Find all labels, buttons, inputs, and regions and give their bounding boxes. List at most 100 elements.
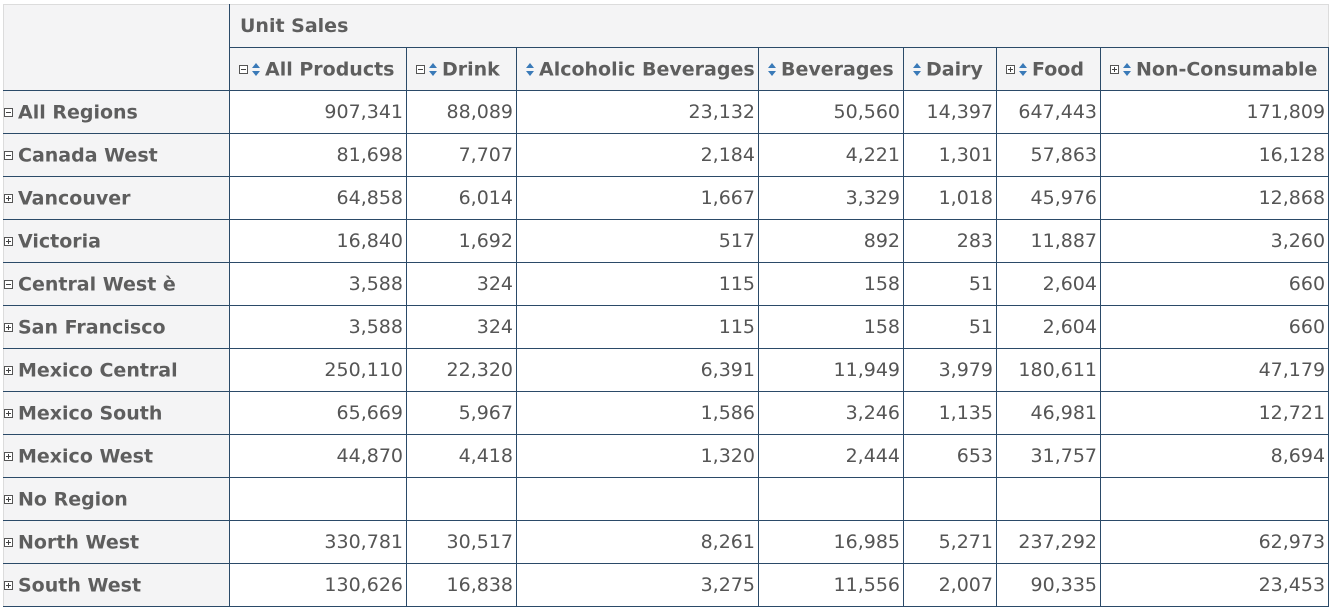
table-cell: 158: [758, 305, 904, 349]
table-cell: [406, 477, 517, 521]
row-header-south-west[interactable]: South West: [3, 563, 230, 607]
table-cell: 1,018: [903, 176, 997, 220]
table-cell: 50,560: [758, 90, 904, 134]
table-row: Central West è 3,588 324 115 158 51 2,604 660: [3, 262, 1330, 306]
table-cell: 45,976: [996, 176, 1101, 220]
table-cell: [516, 477, 759, 521]
expand-icon[interactable]: [4, 408, 13, 418]
column-header-label: All Products: [265, 58, 395, 81]
collapse-icon[interactable]: [4, 107, 13, 117]
column-header-label: Dairy: [926, 58, 983, 81]
table-cell: 6,391: [516, 348, 759, 392]
measure-title: Unit Sales: [228, 4, 1330, 48]
column-header-non-consumable[interactable]: Non-Consumable: [1099, 47, 1330, 91]
table-cell: 237,292: [996, 520, 1101, 564]
table-cell: 90,335: [996, 563, 1101, 607]
table-cell: 16,838: [406, 563, 517, 607]
sort-icon[interactable]: [913, 62, 922, 76]
row-header-san-francisco[interactable]: San Francisco: [3, 305, 230, 349]
sort-icon[interactable]: [429, 62, 438, 76]
row-header-label: No Region: [18, 488, 128, 511]
table-cell: [996, 477, 1101, 521]
expand-icon[interactable]: [4, 193, 13, 203]
row-header-label: Mexico West: [18, 445, 154, 468]
table-cell: 2,184: [516, 133, 759, 177]
table-cell: 8,261: [516, 520, 759, 564]
table-cell: 4,221: [758, 133, 904, 177]
expand-icon[interactable]: [4, 537, 13, 547]
table-cell: 1,667: [516, 176, 759, 220]
table-cell: 31,757: [996, 434, 1101, 478]
row-header-label: South West: [18, 574, 142, 597]
collapse-icon[interactable]: [4, 150, 13, 160]
table-cell: 16,985: [758, 520, 904, 564]
row-header-label: Canada West: [18, 144, 158, 167]
row-header-mexico-west[interactable]: Mexico West: [3, 434, 230, 478]
row-header-mexico-south[interactable]: Mexico South: [3, 391, 230, 435]
row-header-label: Victoria: [18, 230, 101, 253]
sort-icon[interactable]: [1019, 62, 1028, 76]
row-header-mexico-central[interactable]: Mexico Central: [3, 348, 230, 392]
expand-icon[interactable]: [1006, 64, 1015, 74]
table-cell: 51: [903, 305, 997, 349]
table-row: Canada West 81,698 7,707 2,184 4,221 1,301 57,…: [3, 133, 1330, 177]
table-cell: 1,320: [516, 434, 759, 478]
column-header-dairy[interactable]: Dairy: [903, 47, 997, 91]
expand-icon[interactable]: [4, 580, 13, 590]
row-header-label: North West: [18, 531, 140, 554]
table-row: South West 130,626 16,838 3,275 11,556 2,007 9…: [3, 563, 1330, 607]
column-header-drink[interactable]: Drink: [406, 47, 517, 91]
collapse-icon[interactable]: [239, 64, 248, 74]
collapse-icon[interactable]: [416, 64, 425, 74]
table-cell: 14,397: [903, 90, 997, 134]
sort-icon[interactable]: [526, 62, 535, 76]
table-cell: 4,418: [406, 434, 517, 478]
sort-icon[interactable]: [252, 62, 261, 76]
expand-icon[interactable]: [4, 494, 13, 504]
expand-icon[interactable]: [1110, 64, 1119, 74]
column-header-row: All Products Drink Alcoholic Beverages Beve…: [4, 47, 1330, 91]
row-header-label: Central West è: [18, 273, 176, 296]
sort-icon[interactable]: [1123, 62, 1132, 76]
table-cell: 180,611: [996, 348, 1101, 392]
column-header-label: Drink: [442, 58, 500, 81]
table-cell: 65,669: [229, 391, 407, 435]
table-cell: 130,626: [229, 563, 407, 607]
table-cell: 64,858: [229, 176, 407, 220]
table-cell: 5,967: [406, 391, 517, 435]
pivot-body: All Regions 907,341 88,089 23,132 50,560 14,3…: [3, 90, 1330, 607]
expand-icon[interactable]: [4, 236, 13, 246]
table-cell: 57,863: [996, 133, 1101, 177]
row-header-all-regions[interactable]: All Regions: [3, 90, 230, 134]
table-cell: 115: [516, 305, 759, 349]
table-cell: [758, 477, 904, 521]
sort-icon[interactable]: [768, 62, 777, 76]
column-header-beverages[interactable]: Beverages: [758, 47, 904, 91]
expand-icon[interactable]: [4, 451, 13, 461]
table-cell: 892: [758, 219, 904, 263]
column-header-alcoholic-beverages[interactable]: Alcoholic Beverages: [516, 47, 759, 91]
row-header-north-west[interactable]: North West: [3, 520, 230, 564]
row-header-no-region[interactable]: No Region: [3, 477, 230, 521]
column-header-food[interactable]: Food: [996, 47, 1101, 91]
collapse-icon[interactable]: [4, 279, 13, 289]
table-cell: 1,301: [903, 133, 997, 177]
table-cell: 2,007: [903, 563, 997, 607]
table-cell: 2,604: [996, 262, 1101, 306]
table-cell: 2,604: [996, 305, 1101, 349]
table-cell: 283: [903, 219, 997, 263]
table-cell: 115: [516, 262, 759, 306]
column-header-all-products[interactable]: All Products: [229, 47, 407, 91]
table-cell: 11,887: [996, 219, 1101, 263]
table-cell: 51: [903, 262, 997, 306]
row-header-canada-west[interactable]: Canada West: [3, 133, 230, 177]
table-cell: 158: [758, 262, 904, 306]
row-header-victoria[interactable]: Victoria: [3, 219, 230, 263]
table-row: Vancouver 64,858 6,014 1,667 3,329 1,018 45,97…: [3, 176, 1330, 220]
table-cell: 3,588: [229, 305, 407, 349]
table-row: Mexico South 65,669 5,967 1,586 3,246 1,135 46…: [3, 391, 1330, 435]
row-header-central-west[interactable]: Central West è: [3, 262, 230, 306]
expand-icon[interactable]: [4, 365, 13, 375]
row-header-vancouver[interactable]: Vancouver: [3, 176, 230, 220]
expand-icon[interactable]: [4, 322, 13, 332]
